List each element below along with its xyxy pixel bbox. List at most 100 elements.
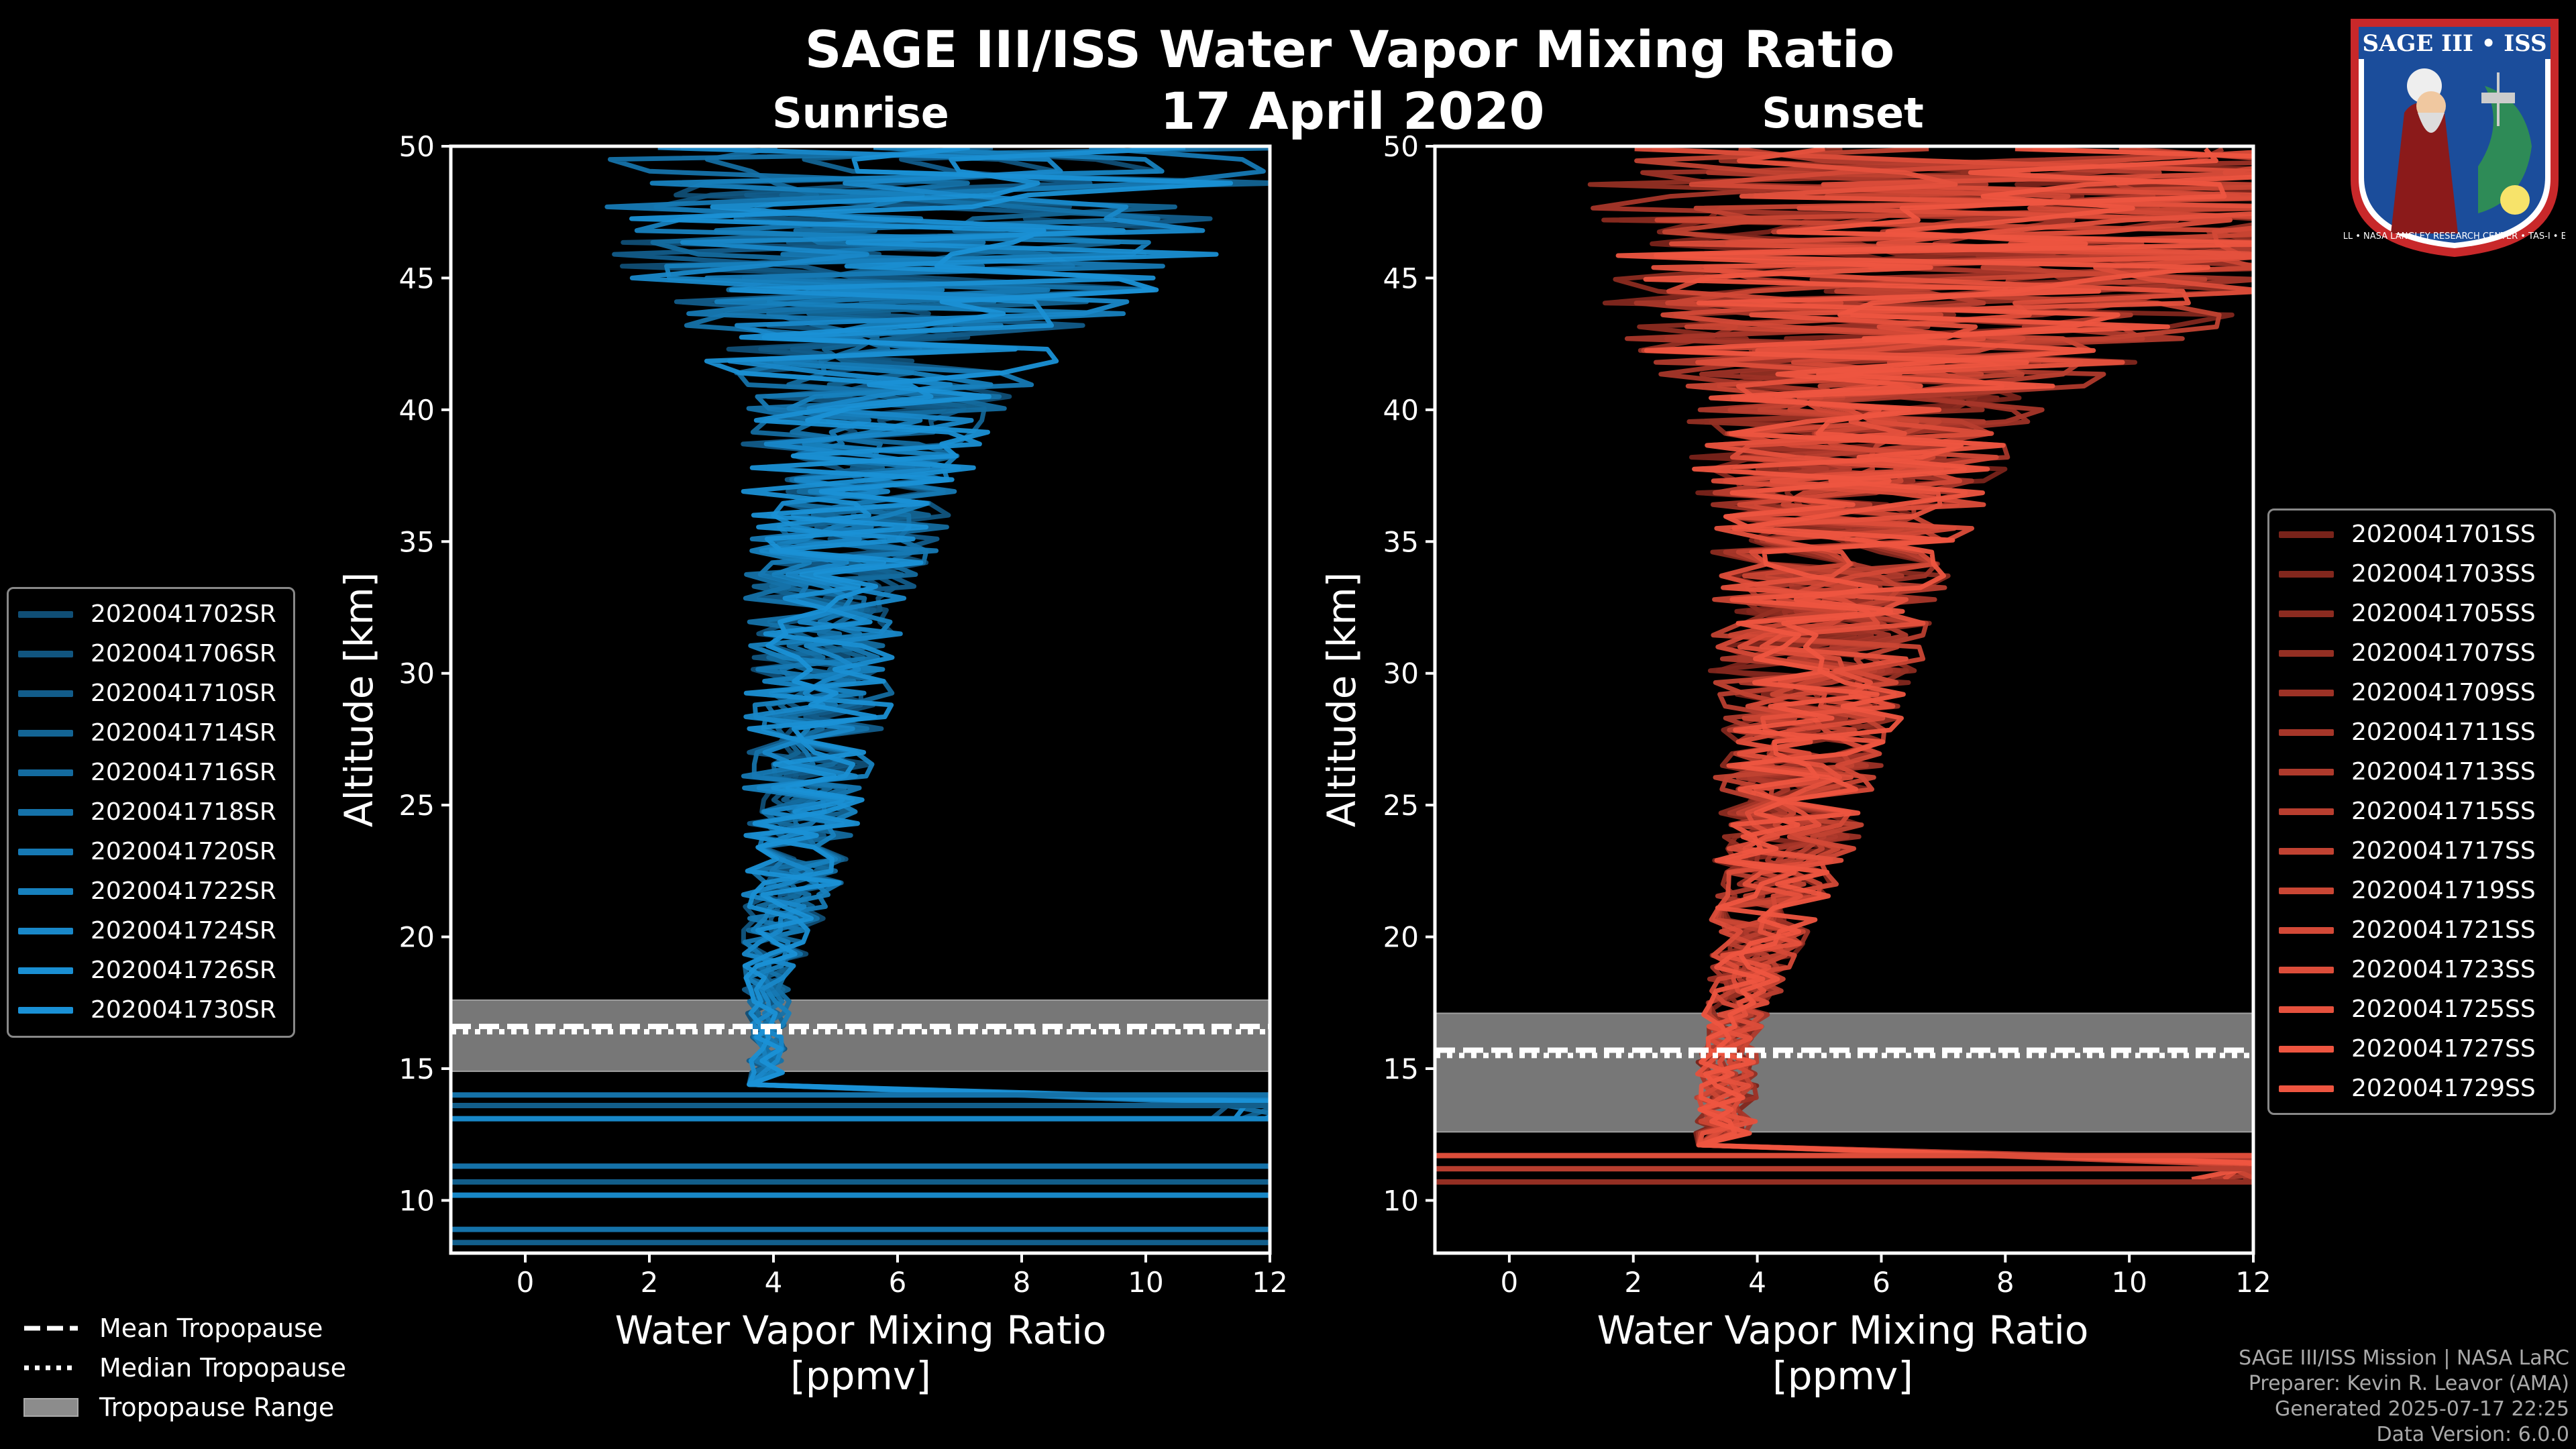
- legend-swatch: [2279, 808, 2334, 815]
- legend-item: 2020041702SR: [9, 594, 293, 634]
- tropopause-legend: Mean Tropopause Median Tropopause Tropop…: [23, 1308, 346, 1427]
- legend-item-tropopause-range: Tropopause Range: [23, 1387, 346, 1427]
- y-tick-label: 20: [1383, 921, 1419, 954]
- legend-label: 2020041701SS: [2351, 521, 2536, 548]
- legend-label: 2020041714SR: [91, 719, 276, 747]
- legend-label: 2020041729SS: [2351, 1075, 2536, 1102]
- y-tick-label: 10: [1383, 1184, 1419, 1217]
- footer-credits: SAGE III/ISS Mission | NASA LaRC Prepare…: [2239, 1346, 2569, 1448]
- x-axis-label-line: Water Vapor Mixing Ratio: [1597, 1307, 2089, 1353]
- badge-text: SAGE III • ISS: [2362, 30, 2546, 57]
- legend-item: 2020041707SS: [2269, 633, 2554, 673]
- legend-label: 2020041721SS: [2351, 916, 2536, 944]
- range-swatch-icon: [23, 1397, 78, 1417]
- sunrise-panel: Sunrise 0 2 4 6 8 10 12 10 15 20 25 30 35 40 45 50 Water …: [336, 89, 1288, 1399]
- x-axis-label: Water Vapor Mixing Ratio [ppmv]: [615, 1307, 1107, 1399]
- x-tick-label: 12: [1252, 1266, 1287, 1299]
- panel-title: Sunrise: [772, 89, 949, 138]
- legend-label: 2020041720SR: [91, 838, 276, 865]
- chart-date: 17 April 2020: [1160, 81, 1544, 141]
- legend-item: 2020041717SS: [2269, 831, 2554, 871]
- x-tick-label: 6: [1872, 1266, 1890, 1299]
- legend-swatch: [2279, 887, 2334, 894]
- legend-label: 2020041725SS: [2351, 996, 2536, 1023]
- legend-item: 2020041701SS: [2269, 515, 2554, 554]
- y-tick-label: 25: [1383, 789, 1419, 822]
- legend-swatch: [2279, 531, 2334, 538]
- x-tick-label: 0: [517, 1266, 535, 1299]
- legend-sunset: 2020041701SS 2020041703SS 2020041705SS 2020…: [2267, 508, 2556, 1115]
- legend-swatch: [2279, 570, 2334, 578]
- legend-label: 2020041724SR: [91, 917, 276, 945]
- legend-swatch: [18, 769, 73, 776]
- y-tick-label: 35: [399, 525, 435, 558]
- x-axis-label-line: [ppmv]: [1772, 1353, 1913, 1399]
- x-tick-label: 10: [2111, 1266, 2147, 1299]
- x-tick-label: 8: [1996, 1266, 2015, 1299]
- legend-item: 2020041714SR: [9, 713, 293, 753]
- chart-title: SAGE III/ISS Water Vapor Mixing Ratio: [805, 19, 1895, 79]
- legend-swatch: [2279, 649, 2334, 657]
- legend-swatch: [18, 650, 73, 657]
- x-tick-label: 6: [889, 1266, 907, 1299]
- legend-label: 2020041713SS: [2351, 758, 2536, 786]
- legend-swatch: [18, 1006, 73, 1014]
- footer-line: Data Version: 6.0.0: [2376, 1423, 2569, 1446]
- legend-item: 2020041718SR: [9, 792, 293, 832]
- legend-label: 2020041723SS: [2351, 956, 2536, 983]
- footer-line: Generated 2025-07-17 22:25: [2274, 1397, 2569, 1421]
- tropopause-range-band: [450, 999, 1271, 1072]
- y-tick-label: 15: [399, 1053, 435, 1085]
- legend-sunrise: 2020041702SR 2020041706SR 2020041710SR 2020…: [7, 587, 295, 1038]
- legend-item: 2020041730SR: [9, 990, 293, 1030]
- legend-label: 2020041726SR: [91, 957, 276, 984]
- legend-swatch: [2279, 768, 2334, 775]
- legend-label: 2020041705SS: [2351, 600, 2536, 627]
- legend-swatch: [2279, 1085, 2334, 1092]
- legend-label: 2020041719SS: [2351, 877, 2536, 904]
- y-tick-label: 30: [1383, 657, 1419, 690]
- legend-swatch: [2279, 1006, 2334, 1013]
- profiles-group: [451, 146, 1270, 1246]
- legend-item: 2020041710SR: [9, 674, 293, 713]
- legend-item: 2020041713SS: [2269, 752, 2554, 792]
- legend-swatch: [2279, 1045, 2334, 1053]
- y-tick-label: 30: [399, 657, 435, 690]
- legend-label: 2020041716SR: [91, 759, 276, 786]
- y-tick-label: 40: [399, 394, 435, 427]
- dashed-line-icon: [24, 1326, 78, 1330]
- y-axis-label: Altitude [km]: [1319, 572, 1364, 827]
- x-tick-label: 0: [1501, 1266, 1519, 1299]
- x-tick-label: 2: [641, 1266, 659, 1299]
- legend-label: 2020041706SR: [91, 640, 276, 667]
- legend-swatch: [18, 729, 73, 737]
- badge-ring-text: BALL • NASA LANGLEY RESEARCH CENTER • TA…: [2344, 231, 2565, 241]
- sunset-panel: Sunset 0 2 4 6 8 10 12 10 15 20 25 30 35 40 45 50 Water V…: [1319, 89, 2271, 1399]
- legend-swatch: [18, 690, 73, 697]
- legend-item: 2020041706SR: [9, 634, 293, 674]
- y-axis-label: Altitude [km]: [336, 572, 382, 827]
- legend-swatch: [2279, 610, 2334, 617]
- x-tick-label: 8: [1013, 1266, 1031, 1299]
- footer-line: SAGE III/ISS Mission | NASA LaRC: [2239, 1346, 2569, 1370]
- panel-title: Sunset: [1762, 89, 1924, 138]
- legend-label: 2020041718SR: [91, 798, 276, 826]
- legend-label: 2020041711SS: [2351, 718, 2536, 746]
- profiles-group: [1435, 146, 2253, 1185]
- axes-frame: [449, 144, 1272, 1255]
- legend-item: 2020041729SS: [2269, 1069, 2554, 1108]
- profile-line-2020041729SS: [1654, 147, 2253, 1165]
- legend-label: 2020041709SS: [2351, 679, 2536, 706]
- x-axis-label: Water Vapor Mixing Ratio [ppmv]: [1597, 1307, 2089, 1399]
- legend-label: 2020041702SR: [91, 600, 276, 628]
- y-tick-label: 25: [399, 789, 435, 822]
- profile-line-2020041721SS: [1660, 150, 2253, 1169]
- x-axis-label-line: Water Vapor Mixing Ratio: [615, 1307, 1107, 1353]
- y-tick-label: 45: [399, 262, 435, 294]
- x-tick-label: 4: [1748, 1266, 1766, 1299]
- y-tick-label: 20: [399, 921, 435, 954]
- legend-item: 2020041709SS: [2269, 673, 2554, 712]
- legend-label: 2020041717SS: [2351, 837, 2536, 865]
- legend-item-median-tropopause: Median Tropopause: [23, 1348, 346, 1387]
